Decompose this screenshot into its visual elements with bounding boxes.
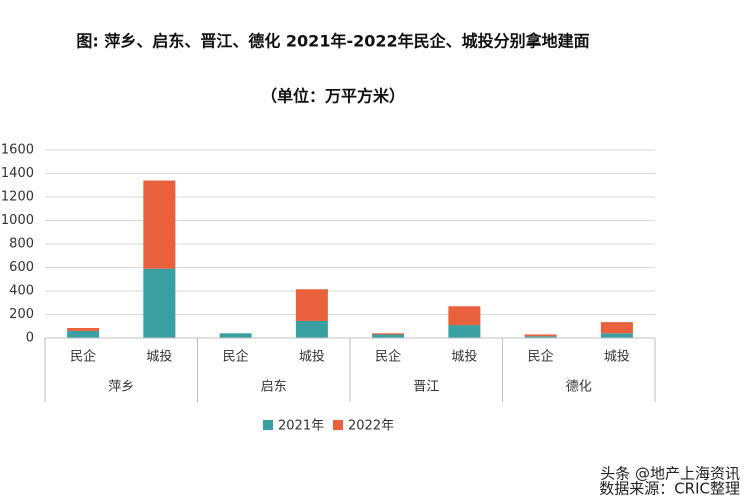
group-label: 晋江 [413,380,439,395]
legend-swatch [263,420,273,430]
bar-segment [295,320,328,338]
group-label: 启东 [261,380,287,395]
chart-title: 图: 萍乡、启东、晋江、德化 2021年-2022年民企、城投分别拿地建面 [76,32,589,51]
x-tick-label: 城投 [299,349,325,365]
source: 数据来源：CRIC整理 [599,480,740,498]
bar-segment [67,328,100,331]
y-tick-label: 1400 [1,166,34,181]
bar-segment [600,322,633,334]
group-label: 萍乡 [108,380,134,395]
bar-segment [67,330,100,338]
x-tick-label: 城投 [451,349,477,365]
x-tick-label: 城投 [604,349,630,365]
x-tick-label: 民企 [223,349,249,365]
bar-segment [524,336,557,338]
group-label: 德化 [566,380,592,395]
y-tick-label: 0 [26,331,34,346]
legend-label: 2022年 [348,419,394,434]
y-tick-label: 1200 [1,190,34,205]
chart-subtitle: （单位：万平方米） [261,87,405,106]
legend-label: 2021年 [278,419,324,434]
bar-segment [524,334,557,337]
legend-swatch [333,420,343,430]
y-tick-label: 800 [9,237,34,252]
x-tick-label: 民企 [528,349,554,365]
bar-segment [372,333,405,335]
y-tick-label: 400 [9,284,34,299]
y-tick-label: 600 [9,260,34,275]
bar-segment [448,325,481,338]
x-tick-label: 民企 [375,349,401,365]
x-tick-label: 民企 [70,349,96,365]
bar-segment [600,333,633,338]
x-tick-label: 城投 [146,349,172,365]
bar-segment [143,268,176,338]
bar-segment [372,334,405,338]
y-tick-label: 200 [9,307,34,322]
watermark: 头条 @地产上海资讯 [600,465,740,483]
y-tick-label: 1000 [1,213,34,228]
bar-segment [448,306,481,326]
bar-segment [219,333,252,338]
bar-segment [295,289,328,321]
y-tick-label: 1600 [1,143,34,158]
bar-segment [143,180,176,269]
